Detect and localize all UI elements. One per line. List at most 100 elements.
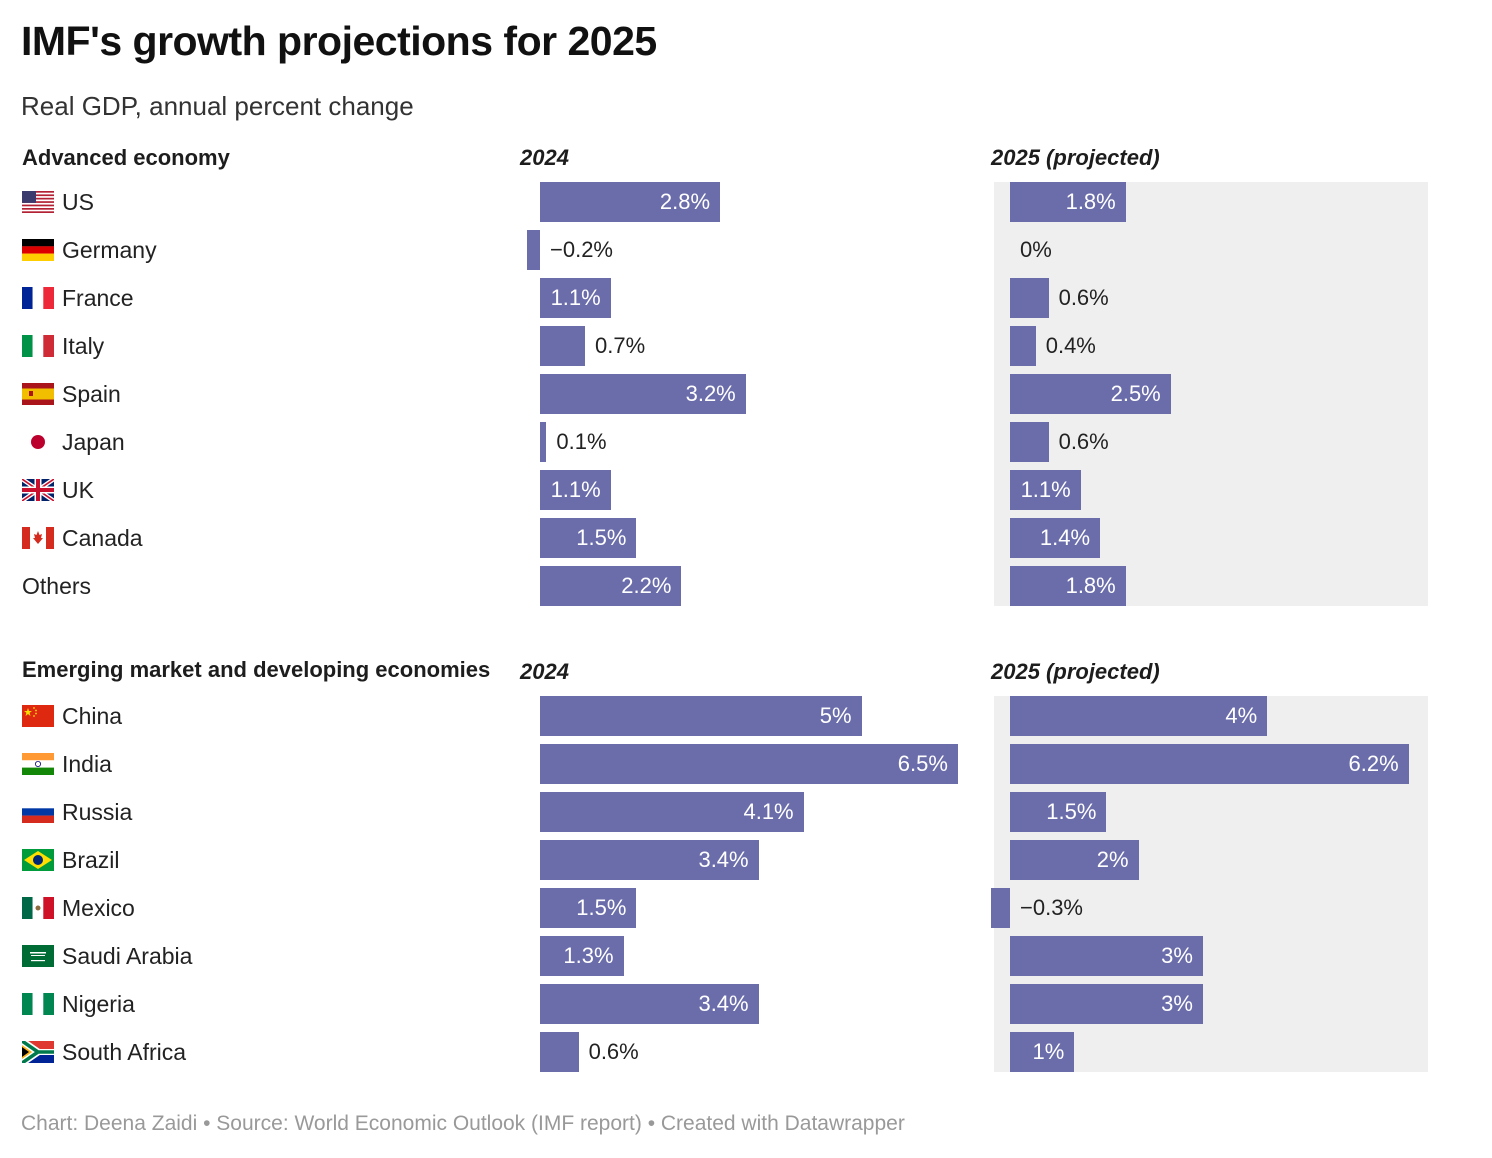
italy-flag-icon [22, 335, 54, 357]
india-2024-value-label: 6.5% [897, 751, 948, 776]
chart-footer: Chart: Deena Zaidi • Source: World Econo… [21, 1112, 905, 1135]
us-2024-value-label: 2.8% [659, 189, 711, 214]
section-title-emerging: Emerging market and developing economies [22, 657, 491, 682]
section-title-advanced: Advanced economy [22, 145, 230, 170]
mexico-2024-bar [540, 888, 637, 928]
japan-flag-icon [22, 431, 54, 453]
nigeria-2025-bar [1010, 984, 1203, 1024]
row-label-south-africa: South Africa [20, 1032, 187, 1072]
row-label-others: Others [22, 566, 91, 606]
china-2025-bar [1010, 696, 1268, 736]
india-2024-bar [540, 744, 958, 784]
south-africa-2025-value-label: 1% [1032, 1039, 1065, 1064]
country-name: Japan [62, 428, 125, 455]
saudi-arabia-2025-value-label: 3% [1161, 943, 1193, 968]
nigeria-2024-value-label: 3.4% [698, 991, 749, 1016]
nigeria-2024-bar [540, 984, 759, 1024]
south-africa-2024-bar [540, 1032, 579, 1072]
brazil-2024-value-label: 3.4% [698, 847, 749, 872]
china-2024-bar [540, 696, 862, 736]
france-flag-icon [22, 287, 54, 309]
canada-2024-bar [540, 518, 637, 558]
country-name: Spain [62, 380, 121, 407]
others-2025-bar [1010, 566, 1126, 606]
mexico-2025-value-label: −0.3% [1020, 895, 1083, 920]
us-2025-bar [1010, 182, 1126, 222]
row-label-canada: Canada [22, 518, 143, 558]
uk-2024-value-label: 1.1% [550, 477, 601, 502]
uk-flag-icon [20, 477, 56, 503]
brazil-2025-value-label: 2% [1096, 847, 1129, 872]
mexico-flag-icon [22, 897, 54, 919]
chart-subtitle: Real GDP, annual percent change [21, 91, 414, 121]
germany-2024-value-label: −0.2% [550, 237, 613, 262]
france-2024-value-label: 1.1% [550, 285, 601, 310]
japan-2025-bar [1010, 422, 1049, 462]
country-name: Nigeria [62, 990, 135, 1017]
russia-2025-bar [1010, 792, 1107, 832]
germany-2025-value-label: 0% [1020, 237, 1052, 262]
russia-2025-value-label: 1.5% [1046, 799, 1097, 824]
japan-2025-value-label: 0.6% [1058, 429, 1109, 454]
row-label-russia: Russia [22, 792, 132, 832]
italy-2024-bar [540, 326, 585, 366]
italy-2025-value-label: 0.4% [1045, 333, 1096, 358]
country-name: Mexico [62, 894, 135, 921]
country-name: Saudi Arabia [62, 942, 193, 969]
nigeria-2025-value-label: 3% [1161, 991, 1193, 1016]
russia-flag-icon [22, 801, 54, 823]
south-africa-flag-icon [20, 1038, 54, 1066]
france-2025-value-label: 0.6% [1058, 285, 1109, 310]
row-label-spain: Spain [22, 374, 121, 414]
canada-2024-value-label: 1.5% [576, 525, 627, 550]
saudi-arabia-2024-value-label: 1.3% [563, 943, 614, 968]
others-2025-value-label: 1.8% [1065, 573, 1116, 598]
india-flag-icon [22, 753, 54, 775]
spain-2024-value-label: 3.2% [685, 381, 736, 406]
row-label-mexico: Mexico [22, 888, 135, 928]
japan-2024-value-label: 0.1% [556, 429, 607, 454]
column-header-2025: 2025 (projected) [991, 145, 1160, 170]
spain-2024-bar [540, 374, 746, 414]
italy-2024-value-label: 0.7% [595, 333, 646, 358]
uk-2024-bar [540, 470, 611, 510]
country-name: China [62, 702, 123, 729]
china-2025-value-label: 4% [1225, 703, 1258, 728]
row-label-japan: Japan [22, 422, 125, 462]
saudi-arabia-flag-icon [22, 945, 54, 967]
canada-2025-value-label: 1.4% [1039, 525, 1091, 550]
italy-2025-bar [1010, 326, 1036, 366]
row-label-uk: UK [20, 470, 94, 510]
us-2025-value-label: 1.8% [1065, 189, 1116, 214]
saudi-arabia-2025-bar [1010, 936, 1203, 976]
row-label-saudi-arabia: Saudi Arabia [22, 936, 192, 976]
row-label-italy: Italy [22, 326, 104, 366]
russia-2024-value-label: 4.1% [743, 799, 794, 824]
south-africa-2025-bar [1010, 1032, 1075, 1072]
france-2025-bar [1010, 278, 1049, 318]
row-label-france: France [22, 278, 134, 318]
russia-2024-bar [540, 792, 804, 832]
row-label-india: India [22, 744, 112, 784]
country-name: South Africa [62, 1038, 187, 1065]
chart-title: IMF's growth projections for 2025 [21, 18, 657, 64]
column-header-2025: 2025 (projected) [991, 659, 1160, 684]
country-name: UK [62, 476, 94, 503]
uk-2025-value-label: 1.1% [1020, 477, 1071, 502]
canada-flag-icon [22, 527, 54, 549]
uk-2025-bar [1010, 470, 1081, 510]
row-label-brazil: Brazil [22, 840, 120, 880]
country-name: Italy [62, 332, 105, 359]
country-name: France [62, 284, 134, 311]
germany-flag-icon [22, 239, 54, 261]
us-flag-icon [22, 191, 54, 213]
column-header-2024: 2024 [520, 145, 569, 170]
country-name: Others [22, 572, 92, 599]
country-name: Brazil [62, 846, 120, 873]
saudi-arabia-2024-bar [540, 936, 624, 976]
row-label-china: China [22, 696, 122, 736]
nigeria-flag-icon [22, 993, 54, 1015]
others-2024-bar [540, 566, 682, 606]
us-2024-bar [540, 182, 721, 222]
spain-2025-value-label: 2.5% [1110, 381, 1161, 406]
